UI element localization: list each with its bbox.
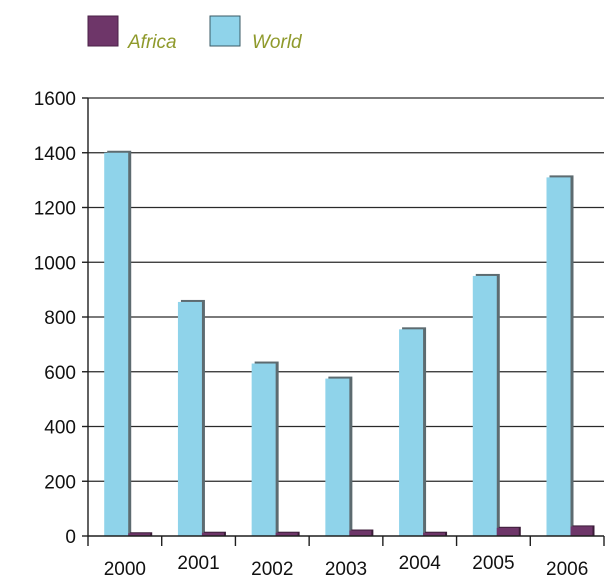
bars: [104, 150, 595, 536]
y-tick-label: 600: [44, 363, 76, 384]
x-category-label: 2006: [546, 559, 588, 579]
bar-africa-2003: [349, 530, 372, 536]
y-tick-label: 1600: [34, 89, 76, 110]
bar-africa-2002: [275, 532, 298, 536]
y-tick-label: 800: [44, 308, 76, 329]
legend-label-africa: Africa: [127, 32, 177, 53]
y-tick-label: 0: [65, 527, 76, 548]
bar-africa-2001: [201, 532, 224, 536]
legend-swatch-africa: [87, 15, 119, 47]
x-category-label: 2001: [177, 553, 219, 574]
y-tick-labels: 0 200 400 600 800 1000 1200 1400 1600: [34, 89, 76, 548]
x-category-label: 2005: [472, 553, 514, 574]
bar-africa-2004: [423, 532, 446, 536]
bar-world-2003: [325, 378, 350, 536]
y-tick-label: 1200: [34, 199, 76, 220]
bar-world-2006: [546, 177, 571, 536]
x-category-label: 2004: [399, 553, 442, 574]
bar-africa-2000: [128, 533, 151, 536]
y-tick-label: 400: [44, 418, 76, 439]
bar-world-2001: [177, 301, 202, 536]
gridlines: [82, 97, 604, 537]
y-tick-label: 1400: [34, 144, 76, 165]
bar-world-2004: [399, 329, 424, 536]
legend: Africa World: [87, 15, 303, 53]
bar-africa-2005: [496, 527, 519, 536]
x-tick-labels: 2000 2001 2002 2003 2004 2005 2006: [104, 553, 589, 579]
bar-africa-2006: [570, 526, 593, 536]
y-tick-label: 1000: [34, 253, 76, 274]
legend-label-world: World: [252, 32, 303, 53]
x-category-label: 2003: [325, 559, 367, 579]
y-tick-label: 200: [44, 472, 76, 493]
legend-swatch-world: [209, 15, 241, 47]
bar-world-2000: [104, 152, 129, 536]
bar-world-2002: [251, 363, 276, 536]
x-category-label: 2000: [104, 559, 146, 579]
bar-world-2005: [472, 275, 497, 536]
axes: [87, 98, 605, 546]
x-category-label: 2002: [251, 559, 293, 579]
